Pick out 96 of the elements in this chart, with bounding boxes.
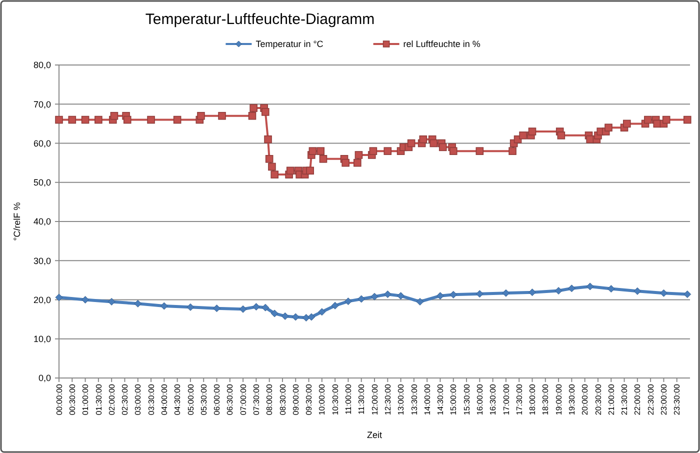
point: [344, 298, 352, 306]
x-tick-label: 07:00:00: [238, 383, 248, 416]
x-tick-label: 16:00:00: [475, 383, 484, 416]
point: [270, 310, 278, 318]
point: [108, 298, 116, 306]
x-tick-label: 04:00:00: [160, 383, 169, 416]
x-tick-label: 22:00:00: [633, 383, 642, 416]
point: [160, 302, 168, 310]
point: [634, 287, 642, 295]
point: [186, 303, 194, 311]
x-tick-label: 06:30:00: [226, 383, 235, 416]
point: [213, 304, 220, 312]
x-tick-label: 18:30:00: [541, 383, 550, 416]
x-tick-label: 10:30:00: [330, 383, 340, 416]
x-tick-label: 09:00:00: [291, 383, 300, 416]
x-tick-label: 03:00:00: [134, 383, 143, 416]
point: [684, 290, 692, 298]
chart-title: Temperatur-Luftfeuchte-Diagramm: [145, 11, 375, 28]
x-tick-label: 23:00:00: [660, 383, 669, 416]
point: [528, 288, 536, 296]
point: [239, 305, 247, 313]
x-tick-label: 05:30:00: [199, 383, 208, 416]
x-tick-label: 17:00:00: [502, 383, 511, 416]
x-tick-label: 19:30:00: [567, 383, 576, 416]
point: [252, 303, 260, 311]
y-tick-label: 0,0: [38, 373, 51, 384]
x-tick-label: 12:30:00: [383, 383, 392, 416]
x-tick-label: 11:30:00: [357, 383, 366, 415]
x-tick-label: 00:30:00: [68, 383, 77, 416]
y-tick-label: 60,0: [33, 138, 51, 148]
point: [436, 292, 444, 300]
y-tick-label: 50,0: [33, 178, 51, 188]
point: [554, 287, 562, 294]
point: [281, 312, 289, 320]
legend-label: Temperatur in °C: [256, 39, 324, 50]
x-tick-label: 01:30:00: [94, 383, 104, 416]
point: [82, 296, 90, 304]
x-tick-label: 18:00:00: [528, 383, 538, 416]
point: [384, 290, 392, 298]
x-tick-label: 14:30:00: [436, 383, 446, 416]
point: [502, 289, 510, 297]
y-tick-label: 20,0: [33, 294, 51, 305]
x-tick-label: 01:00:00: [81, 383, 90, 416]
point: [292, 313, 300, 321]
point: [586, 282, 594, 290]
x-tick-label: 04:30:00: [173, 383, 182, 416]
x-tick-label: 17:30:00: [514, 383, 524, 416]
x-axis-title: Zeit: [366, 430, 382, 440]
x-tick-label: 14:00:00: [422, 383, 432, 416]
x-tick-label: 23:30:00: [672, 383, 682, 416]
x-tick-label: 09:30:00: [304, 383, 314, 416]
x-tick-label: 11:00:00: [344, 383, 354, 415]
x-tick-label: 15:00:00: [449, 383, 458, 416]
point: [568, 284, 576, 292]
x-tick-label: 10:00:00: [318, 383, 327, 416]
point: [416, 298, 424, 306]
point: [358, 295, 366, 303]
x-tick-label: 21:30:00: [620, 383, 630, 416]
y-tick-label: 70,0: [33, 99, 51, 110]
x-tick-label: 16:30:00: [488, 383, 498, 416]
x-tick-label: 20:30:00: [594, 383, 603, 416]
point: [262, 304, 270, 312]
x-tick-label: 12:00:00: [370, 383, 380, 416]
point: [134, 300, 142, 308]
x-tick-label: 15:30:00: [462, 383, 472, 416]
point: [302, 314, 310, 322]
x-tick-label: 19:00:00: [554, 383, 564, 416]
point: [308, 313, 316, 321]
x-tick-label: 22:30:00: [646, 383, 656, 416]
x-tick-label: 21:00:00: [606, 383, 616, 416]
point: [660, 289, 668, 297]
y-tick-label: 30,0: [33, 256, 51, 266]
point: [476, 290, 484, 298]
y-axis-title: °C/relF %: [12, 202, 22, 241]
x-tick-label: 13:00:00: [396, 383, 406, 416]
x-tick-label: 05:00:00: [186, 383, 196, 416]
x-tick-label: 07:30:00: [252, 383, 261, 416]
y-tick-label: 80,0: [33, 60, 51, 70]
y-tick-label: 40,0: [33, 216, 51, 227]
x-tick-label: 08:00:00: [265, 383, 274, 416]
x-tick-label: 08:30:00: [278, 383, 288, 416]
x-tick-label: 02:00:00: [107, 383, 116, 416]
point: [318, 308, 326, 316]
legend-label: rel Luftfeuchte in %: [403, 39, 480, 50]
point: [450, 290, 458, 298]
x-tick-label: 13:30:00: [410, 383, 419, 416]
x-tick-label: 20:00:00: [580, 383, 590, 416]
x-tick-label: 03:30:00: [146, 383, 156, 416]
y-tick-label: 10,0: [33, 334, 51, 344]
point: [397, 292, 405, 300]
point: [370, 292, 378, 300]
x-tick-label: 02:30:00: [120, 383, 130, 416]
x-tick-label: 06:00:00: [212, 383, 222, 416]
point: [607, 285, 615, 293]
point: [331, 302, 339, 310]
x-tick-label: 00:00:00: [54, 383, 64, 416]
